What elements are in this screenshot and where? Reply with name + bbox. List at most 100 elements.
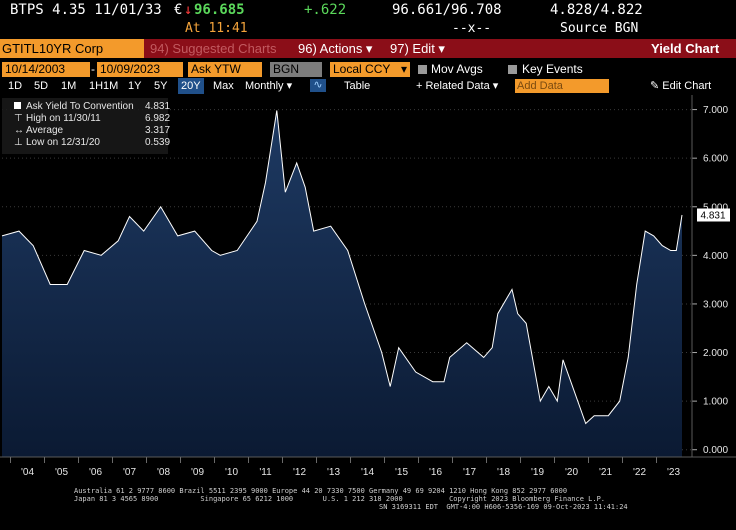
last-value-marker: 4.831 [697,208,730,222]
legend-high-value: 6.982 [145,113,170,124]
security-name: BTPS 4.35 11/01/33 [10,2,162,18]
y-tick-label: 5.000 [703,202,728,213]
end-date-input[interactable]: 10/09/2023 [97,62,183,77]
frequency-select[interactable]: Monthly ▾ [245,80,293,92]
range-5y-button[interactable]: 5Y [154,80,168,92]
bid-ask-yield: 4.828/4.822 [550,2,643,18]
quote-source: Source BGN [560,21,639,36]
legend-swatch[interactable] [14,102,21,109]
legend-low-label: Low on 12/31/20 [26,137,100,148]
y-tick-label: 7.000 [703,105,728,116]
x-tick-label: '09 [191,467,204,478]
command-bar: GTITL10YR Corp 94) Suggested Charts 96) … [0,39,736,58]
x-tick-label: '08 [157,467,170,478]
legend-high-label: High on 11/30/11 [26,113,101,124]
suggested-charts-button[interactable]: 94) Suggested Charts [150,41,277,56]
x-tick-label: '05 [55,467,68,478]
key-events-checkbox[interactable] [508,65,517,74]
legend-average-icon: ↔ [14,125,24,136]
key-events-label: Key Events [522,62,583,76]
date-separator: - [91,62,95,76]
legend-low-icon: ⊥ [14,137,23,148]
related-data-button[interactable]: + Related Data ▾ [416,80,499,92]
x-axis: '04 '05 '06 '07 '08 '09 '10 '11 '12 '13 '14 '15 '16 '… [10,457,680,478]
footer-line-1: Australia 61 2 9777 8600 Brazil 5511 239… [74,487,568,495]
x-tick-label: '21 [599,467,612,478]
x-tick-label: '20 [565,467,578,478]
table-button[interactable]: Table [344,80,371,92]
legend-high-icon: ⊤ [14,113,23,124]
chart-title: Yield Chart [651,41,720,56]
last-price: 96.685 [194,2,245,18]
legend-low-value: 0.539 [145,137,170,148]
last-value-text: 4.831 [700,211,725,222]
edit-chart-button[interactable]: ✎ Edit Chart [650,80,712,92]
x-tick-label: '10 [225,467,238,478]
x-tick-label: '23 [667,467,680,478]
currency-select[interactable]: Local CCY ▾ [330,62,410,77]
quote-subheader: At 11:41 --x-- Source BGN [0,20,736,38]
add-data-input[interactable]: Add Data [515,79,609,93]
field-select[interactable]: Ask YTW [188,62,262,77]
x-tick-label: '19 [531,467,544,478]
y-tick-label: 2.000 [703,348,728,359]
y-tick-label: 3.000 [703,299,728,310]
actions-menu[interactable]: 96) Actions ▾ [298,41,373,56]
range-1y-button[interactable]: 1Y [128,80,142,92]
legend-average-value: 3.317 [145,125,170,136]
footer: Australia 61 2 9777 8600 Brazil 5511 239… [74,487,734,511]
mov-avgs-checkbox[interactable] [418,65,427,74]
x-tick-label: '07 [123,467,136,478]
y-tick-label: 0.000 [703,445,728,456]
params-row: 10/14/2003 - 10/09/2023 Ask YTW BGN Loca… [0,61,736,78]
x-tick-label: '13 [327,467,340,478]
x-tick-label: '15 [395,467,408,478]
footer-line-2: Japan 81 3 4565 8900 Singapore 65 6212 1… [74,495,606,503]
legend-series-value: 4.831 [145,101,170,112]
range-20y-button[interactable]: 20Y [178,78,204,94]
yield-line [1,110,683,425]
last-value-box [697,208,730,222]
range-1m-button[interactable]: 1M [61,80,77,92]
x-tick-label: '22 [633,467,646,478]
y-tick-label: 6.000 [703,154,728,165]
x-tick-label: '06 [89,467,102,478]
y-axis: 0.000 1.000 2.000 3.000 4.000 5.000 6.000 7.000 [691,95,728,457]
range-max-button[interactable]: Max [213,80,234,92]
legend-average-label: Average [26,125,64,136]
ticker-field[interactable]: GTITL10YR Corp [0,39,144,58]
footer-line-3: SN 3169311 EDT GMT-4:00 H606-5356-169 09… [379,503,628,511]
x-tick-label: '11 [259,467,272,478]
x-tick-label: '04 [21,467,34,478]
mov-avgs-label: Mov Avgs [431,62,483,76]
x-tick-label: '18 [497,467,510,478]
bid-ask-price: 96.661/96.708 [392,2,502,18]
quote-time: At 11:41 [185,21,248,36]
source-input[interactable]: BGN [270,62,322,77]
line-chart-icon[interactable]: ∿ [310,79,326,92]
quote-header: BTPS 4.35 11/01/33 € ↓ 96.685 +.622 96.6… [0,0,736,20]
y-tick-label: 4.000 [703,251,728,262]
x-tick-label: '16 [429,467,442,478]
yield-chart: '04 '05 '06 '07 '08 '09 '10 '11 '12 '13 '14 '15 '16 '… [0,95,736,478]
legend-background [2,98,168,154]
range-1h1m-button[interactable]: 1H1M [89,80,119,92]
price-change: +.622 [304,2,347,18]
chevron-down-icon: ▾ [400,62,407,76]
edit-menu[interactable]: 97) Edit ▾ [390,41,445,56]
legend: Ask Yield To Convention 4.831 ⊤ High on … [2,98,170,154]
yield-area [2,110,682,457]
y-tick-label: 1.000 [703,397,728,408]
currency-symbol: € [174,2,183,18]
quote-size: --x-- [452,21,492,36]
x-tick-label: '14 [361,467,374,478]
currency-value: Local CCY [333,62,391,76]
range-bar: 1D 5D 1M 1H1M 1Y 5Y 20Y Max Monthly ▾ ∿ … [0,78,736,94]
x-tick-label: '17 [463,467,476,478]
range-1d-button[interactable]: 1D [8,80,23,92]
start-date-input[interactable]: 10/14/2003 [2,62,90,77]
x-tick-label: '12 [293,467,306,478]
range-5d-button[interactable]: 5D [34,80,49,92]
down-arrow-icon: ↓ [184,2,193,18]
legend-series-label: Ask Yield To Convention [26,101,134,112]
